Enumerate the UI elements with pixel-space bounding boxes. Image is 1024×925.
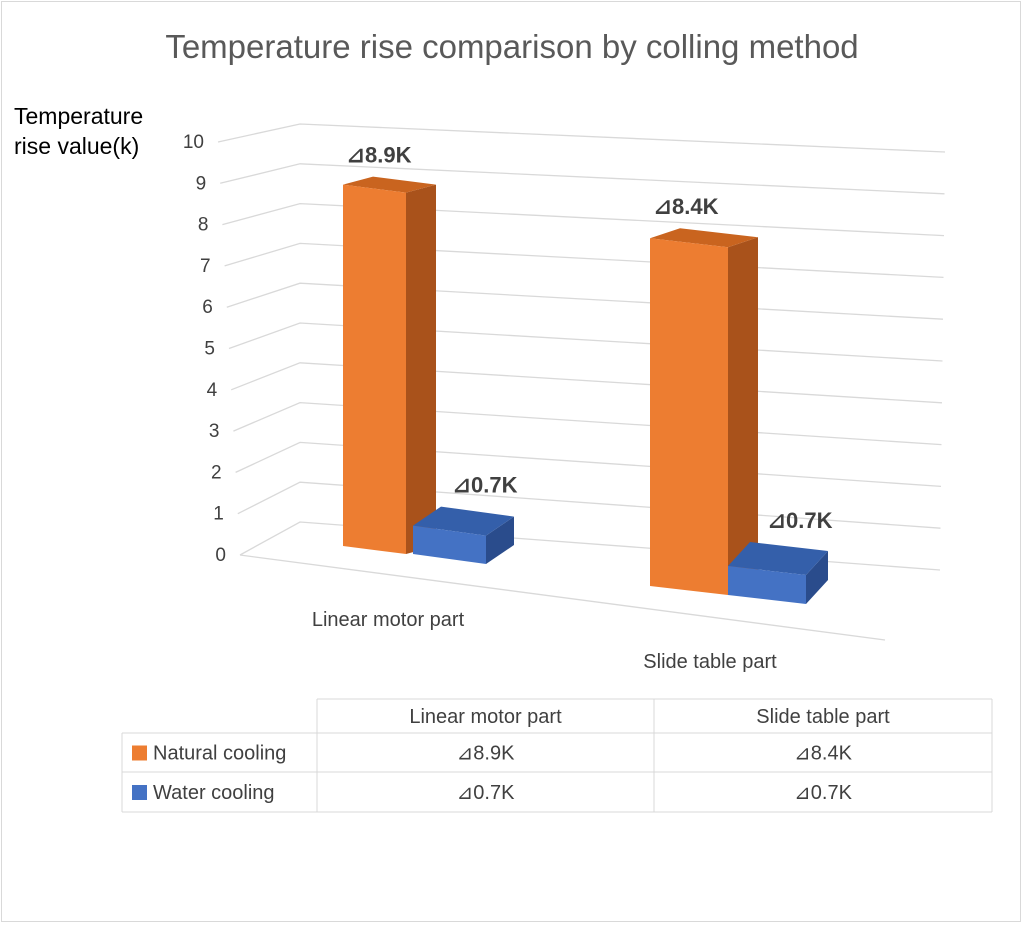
gridline-8 — [222, 202, 945, 237]
bar-natural-cooling-slide-table-part — [650, 228, 758, 596]
bar-water-cooling-linear-motor-part-side — [486, 516, 514, 564]
y-tick-label-5: 5 — [204, 339, 215, 360]
bar-water-cooling-linear-motor-part-top — [413, 506, 514, 536]
y-tick-label-10: 10 — [183, 132, 204, 153]
table-header-0: Linear motor part — [409, 706, 562, 728]
category-label-0: Linear motor part — [312, 609, 465, 631]
bar-natural-cooling-linear-motor-part-data-label: ⊿8.9K — [347, 143, 412, 168]
bar-water-cooling-linear-motor-part — [413, 506, 514, 564]
bar-natural-cooling-linear-motor-part-top — [343, 176, 436, 193]
table-header-1: Slide table part — [756, 706, 890, 728]
table-legend-name-0: Natural cooling — [153, 743, 286, 765]
table-cell-0-0: ⊿8.9K — [457, 743, 516, 765]
gridline-6 — [226, 282, 944, 320]
gridline-9 — [220, 163, 945, 195]
bar-natural-cooling-linear-motor-part — [343, 176, 436, 554]
gridline-5 — [228, 322, 943, 362]
y-tick-label-1: 1 — [213, 504, 224, 525]
y-tick-label-7: 7 — [200, 256, 211, 277]
bar-water-cooling-slide-table-part-front — [728, 566, 806, 604]
category-labels: Linear motor part Slide table part — [312, 609, 777, 673]
floor-front-edge — [239, 554, 886, 641]
bar-natural-cooling-linear-motor-part-front — [343, 184, 406, 554]
y-tick-label-4: 4 — [207, 380, 218, 401]
chart-title: Temperature rise comparison by colling m… — [165, 28, 858, 65]
table-cell-1-0: ⊿0.7K — [457, 782, 516, 804]
data-table: Linear motor part Slide table part Natural… — [121, 698, 993, 813]
data-labels: ⊿8.9K ⊿0.7K ⊿8.4K ⊿0.7K — [347, 143, 833, 533]
y-tick-label-0: 0 — [215, 545, 226, 566]
gridline-3 — [233, 401, 942, 446]
bar-natural-cooling-linear-motor-part-side — [406, 184, 436, 554]
bar-natural-cooling-slide-table-part-data-label: ⊿8.4K — [654, 194, 719, 219]
gridline-7 — [224, 242, 944, 279]
bar-natural-cooling-slide-table-part-front — [650, 238, 728, 596]
gridline-4 — [230, 362, 943, 404]
bar-natural-cooling-slide-table-part-side — [728, 237, 758, 596]
gridline-2 — [235, 441, 942, 488]
table-cell-0-1: ⊿8.4K — [794, 743, 853, 765]
bars — [343, 176, 828, 604]
table-legend-name-1: Water cooling — [153, 782, 275, 804]
y-tick-label-3: 3 — [209, 421, 220, 442]
bar-water-cooling-slide-table-part-side — [806, 551, 828, 604]
table-cell-1-1: ⊿0.7K — [794, 782, 853, 804]
category-label-1: Slide table part — [643, 651, 777, 673]
y-tick-label-6: 6 — [202, 297, 213, 318]
y-axis-label-line-2: rise value(k) — [14, 133, 139, 159]
bar-water-cooling-linear-motor-part-data-label: ⊿0.7K — [453, 473, 518, 498]
bar-natural-cooling-slide-table-part-top — [650, 228, 758, 248]
bar-water-cooling-slide-table-part-data-label: ⊿0.7K — [768, 508, 833, 533]
y-axis-label-line-1: Temperature — [14, 103, 143, 129]
table-legend-swatch-1 — [132, 785, 147, 800]
y-tick-label-9: 9 — [196, 173, 207, 194]
y-axis-ticks: 0 1 2 3 4 5 6 7 8 9 10 — [183, 132, 226, 566]
bar-water-cooling-slide-table-part — [728, 542, 828, 604]
y-tick-label-8: 8 — [198, 215, 209, 236]
bar-water-cooling-slide-table-part-top — [728, 542, 828, 576]
gridlines — [217, 123, 946, 641]
y-tick-label-2: 2 — [211, 462, 222, 483]
table-legend-swatch-0 — [132, 745, 147, 761]
bar-water-cooling-linear-motor-part-front — [413, 525, 486, 564]
gridline-10 — [217, 123, 946, 153]
